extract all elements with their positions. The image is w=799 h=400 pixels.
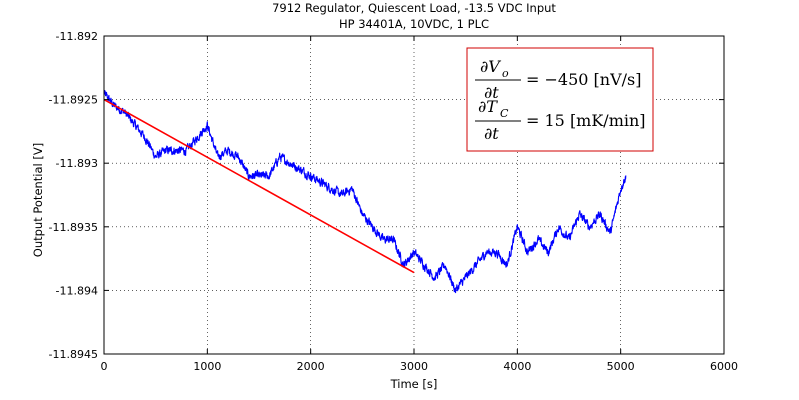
x-tick-label: 2000 (297, 360, 325, 373)
svg-text:∂T: ∂T (478, 97, 498, 116)
y-tick-label: -11.892 (56, 30, 98, 43)
annotation-line-2: ∂T C ∂t = 15 [mK/min] (475, 97, 646, 143)
annotation-temperature-rate: = 15 [mK/min] (526, 111, 646, 130)
chart-subtitle: HP 34401A, 10VDC, 1 PLC (339, 17, 489, 31)
y-tick-label: -11.894 (56, 284, 98, 297)
plot-area (103, 89, 627, 294)
annotation-box: ∂V o ∂t = −450 [nV/s] ∂T C ∂t = 15 [mK/m… (466, 47, 654, 152)
y-tick-label: -11.8935 (49, 221, 98, 234)
y-tick-label: -11.8945 (49, 348, 98, 361)
chart-title: 7912 Regulator, Quiescent Load, -13.5 VD… (272, 1, 556, 15)
annotation-line-1: ∂V o ∂t = −450 [nV/s] (475, 57, 641, 102)
x-axis-label: Time [s] (390, 377, 438, 391)
annotation-frame (466, 47, 654, 152)
x-tick-label: 5000 (607, 360, 635, 373)
annotation-voltage-rate: = −450 [nV/s] (526, 70, 641, 89)
x-tick-labels: 0 1000 2000 3000 4000 5000 6000 (101, 360, 739, 373)
svg-text:∂V: ∂V (480, 57, 501, 76)
x-tick-label: 6000 (710, 360, 738, 373)
y-tick-label: -11.893 (56, 157, 98, 170)
y-tick-labels: -11.892 -11.8925 -11.893 -11.8935 -11.894 -11… (49, 30, 98, 361)
y-axis-label: Output Potential [V] (31, 143, 45, 257)
y-tick-label: -11.8925 (49, 94, 98, 107)
x-tick-label: 4000 (503, 360, 531, 373)
x-tick-label: 1000 (193, 360, 221, 373)
x-tick-label: 3000 (400, 360, 428, 373)
x-tick-label: 0 (101, 360, 108, 373)
tick-marks (103, 35, 725, 355)
svg-text:o: o (502, 67, 509, 80)
svg-text:∂t: ∂t (484, 124, 499, 143)
svg-text:C: C (500, 107, 509, 120)
svg-text:∂t: ∂t (484, 83, 499, 102)
series-linear-fit (103, 98, 415, 274)
